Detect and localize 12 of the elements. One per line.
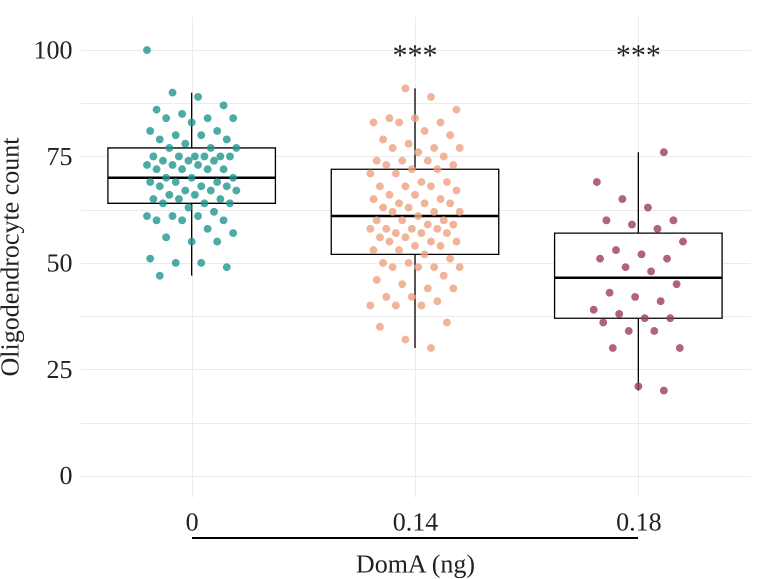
- y-tick-label: 50: [46, 248, 72, 278]
- y-tick-label: 0: [60, 461, 72, 490]
- y-tick-label: 100: [34, 36, 72, 65]
- x-tick-label: 0: [186, 508, 199, 536]
- x-tick-label: 0.18: [616, 508, 662, 536]
- y-tick-label: 75: [46, 142, 72, 171]
- y-axis-title: Oligodendrocyte count: [0, 136, 24, 376]
- x-tick-label: 0.14: [392, 508, 438, 536]
- annotation: ***: [392, 39, 438, 72]
- y-tick-label: 25: [46, 354, 72, 384]
- annotation: ***: [616, 39, 661, 72]
- x-axis-title: DomA (ng): [356, 550, 476, 578]
